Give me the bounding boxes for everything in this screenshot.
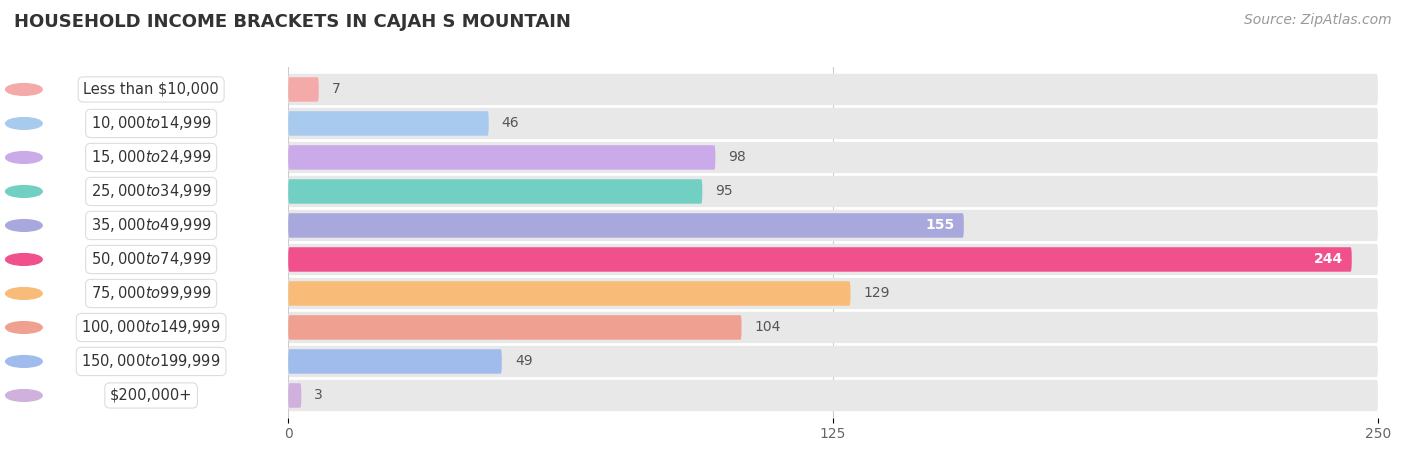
Text: 98: 98 <box>728 150 747 164</box>
FancyBboxPatch shape <box>288 346 1378 377</box>
Text: $15,000 to $24,999: $15,000 to $24,999 <box>91 149 211 167</box>
FancyBboxPatch shape <box>288 179 702 204</box>
FancyBboxPatch shape <box>288 77 319 101</box>
FancyBboxPatch shape <box>288 383 301 408</box>
Text: $150,000 to $199,999: $150,000 to $199,999 <box>82 352 221 370</box>
Text: 104: 104 <box>755 321 780 335</box>
FancyBboxPatch shape <box>288 278 1378 309</box>
Text: 129: 129 <box>863 286 890 300</box>
Text: $35,000 to $49,999: $35,000 to $49,999 <box>91 216 211 234</box>
Text: 95: 95 <box>716 185 733 198</box>
FancyBboxPatch shape <box>288 380 1378 411</box>
FancyBboxPatch shape <box>288 108 1378 139</box>
FancyBboxPatch shape <box>288 315 741 340</box>
FancyBboxPatch shape <box>288 210 1378 241</box>
FancyBboxPatch shape <box>288 244 1378 275</box>
FancyBboxPatch shape <box>288 145 716 170</box>
Text: 155: 155 <box>925 219 955 233</box>
Text: $200,000+: $200,000+ <box>110 388 193 403</box>
Text: Source: ZipAtlas.com: Source: ZipAtlas.com <box>1244 13 1392 27</box>
Text: 46: 46 <box>502 116 519 131</box>
Text: 244: 244 <box>1313 252 1343 266</box>
Text: 3: 3 <box>315 388 323 402</box>
FancyBboxPatch shape <box>288 111 489 136</box>
Text: $25,000 to $34,999: $25,000 to $34,999 <box>91 182 211 200</box>
Text: $10,000 to $14,999: $10,000 to $14,999 <box>91 114 211 132</box>
Text: 7: 7 <box>332 83 340 97</box>
FancyBboxPatch shape <box>288 213 965 238</box>
FancyBboxPatch shape <box>288 281 851 306</box>
Text: $100,000 to $149,999: $100,000 to $149,999 <box>82 318 221 336</box>
FancyBboxPatch shape <box>288 176 1378 207</box>
FancyBboxPatch shape <box>288 247 1351 272</box>
Text: Less than $10,000: Less than $10,000 <box>83 82 219 97</box>
FancyBboxPatch shape <box>288 74 1378 105</box>
Text: 49: 49 <box>515 354 533 369</box>
Text: HOUSEHOLD INCOME BRACKETS IN CAJAH S MOUNTAIN: HOUSEHOLD INCOME BRACKETS IN CAJAH S MOU… <box>14 13 571 31</box>
FancyBboxPatch shape <box>288 142 1378 173</box>
FancyBboxPatch shape <box>288 312 1378 343</box>
Text: $50,000 to $74,999: $50,000 to $74,999 <box>91 251 211 269</box>
FancyBboxPatch shape <box>288 349 502 374</box>
Text: $75,000 to $99,999: $75,000 to $99,999 <box>91 285 211 303</box>
